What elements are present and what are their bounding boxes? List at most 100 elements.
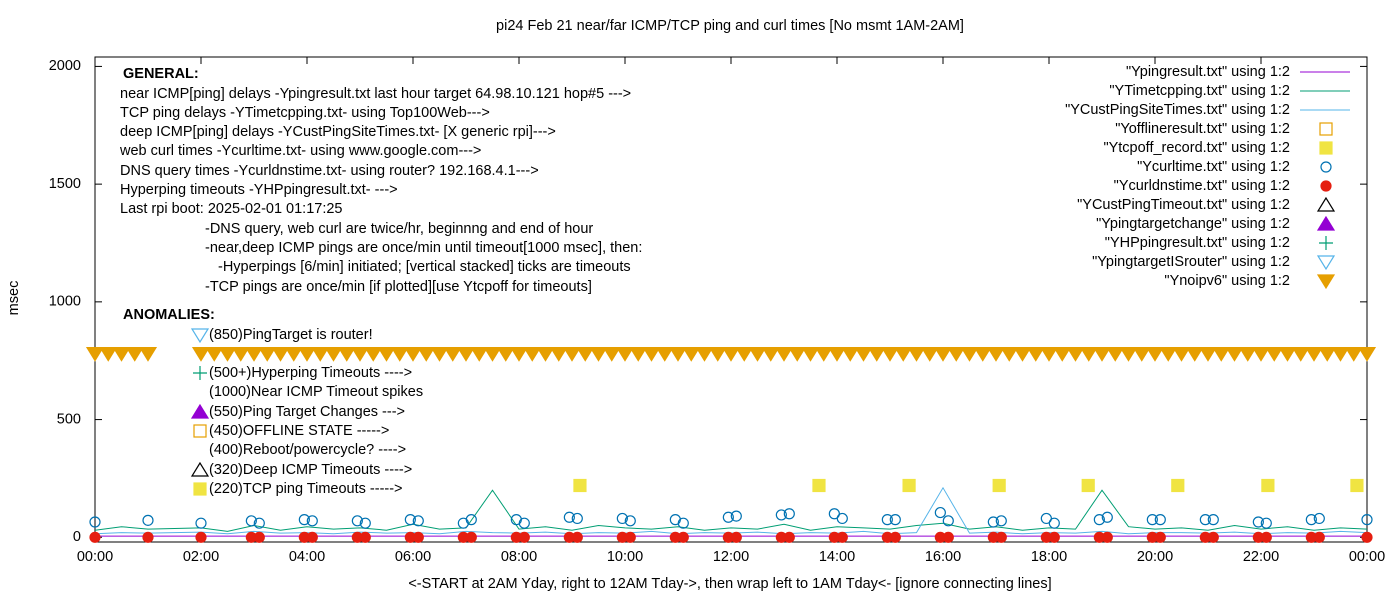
marker bbox=[311, 347, 330, 362]
marker bbox=[470, 347, 489, 362]
y-tick-label: 500 bbox=[57, 411, 81, 427]
annotation: (1000)Near ICMP Timeout spikes bbox=[209, 384, 423, 400]
marker bbox=[89, 516, 101, 528]
marker bbox=[324, 347, 343, 362]
marker bbox=[812, 478, 826, 493]
marker bbox=[297, 347, 317, 362]
marker bbox=[1313, 512, 1325, 525]
marker bbox=[947, 347, 966, 362]
marker bbox=[1260, 531, 1272, 543]
marker bbox=[867, 347, 886, 362]
marker bbox=[417, 347, 436, 362]
marker bbox=[142, 531, 154, 543]
marker bbox=[549, 347, 568, 362]
annotation: DNS query times -Ycurldnstime.txt- using… bbox=[120, 163, 539, 179]
marker bbox=[99, 347, 118, 362]
marker bbox=[576, 347, 595, 362]
series-line bbox=[94, 489, 1368, 532]
marker bbox=[1101, 511, 1113, 523]
annotation: Last rpi boot: 2025-02-01 01:17:25 bbox=[120, 201, 343, 217]
marker bbox=[193, 366, 207, 380]
marker bbox=[1225, 347, 1244, 362]
marker bbox=[986, 347, 1006, 362]
marker bbox=[253, 517, 265, 529]
annotation: (220)TCP ping Timeouts -----> bbox=[209, 481, 403, 497]
marker bbox=[284, 347, 303, 362]
marker bbox=[783, 531, 795, 543]
marker bbox=[1000, 347, 1019, 362]
marker bbox=[412, 531, 424, 543]
marker bbox=[854, 347, 873, 362]
marker bbox=[1316, 215, 1336, 231]
marker bbox=[730, 531, 742, 543]
x-tick-label: 18:00 bbox=[1031, 549, 1067, 565]
y-tick-label: 1000 bbox=[49, 294, 81, 310]
marker bbox=[1145, 347, 1165, 362]
marker bbox=[195, 531, 207, 543]
x-tick-label: 22:00 bbox=[1243, 549, 1279, 565]
marker bbox=[1319, 236, 1333, 250]
legend-label: "YCustPingTimeout.txt" using 1:2 bbox=[1077, 197, 1290, 213]
marker bbox=[1106, 347, 1125, 362]
marker bbox=[306, 515, 318, 527]
marker bbox=[1319, 141, 1333, 155]
legend-label: "Ynoipv6" using 1:2 bbox=[1164, 273, 1290, 289]
marker bbox=[1207, 531, 1219, 543]
legend-label: "YTimetcpping.txt" using 1:2 bbox=[1109, 83, 1290, 99]
marker bbox=[836, 512, 848, 525]
marker bbox=[1185, 347, 1204, 362]
marker bbox=[89, 531, 101, 543]
annotation: -TCP pings are once/min [if plotted][use… bbox=[205, 279, 592, 295]
marker bbox=[430, 347, 449, 362]
marker bbox=[142, 514, 154, 526]
marker bbox=[571, 512, 583, 525]
marker bbox=[721, 347, 741, 362]
marker bbox=[783, 508, 795, 520]
marker bbox=[85, 347, 105, 362]
chart-title: pi24 Feb 21 near/far ICMP/TCP ping and c… bbox=[496, 18, 964, 34]
annotation: deep ICMP[ping] delays -YCustPingSiteTim… bbox=[120, 124, 556, 140]
marker bbox=[1048, 531, 1060, 543]
marker bbox=[1316, 196, 1336, 212]
annotation: web curl times -Ycurltime.txt- using www… bbox=[119, 143, 481, 159]
marker bbox=[987, 516, 999, 528]
marker bbox=[205, 347, 224, 362]
marker bbox=[359, 517, 371, 529]
marker bbox=[995, 515, 1007, 527]
marker bbox=[881, 514, 893, 526]
marker bbox=[1154, 531, 1166, 543]
marker bbox=[1048, 517, 1060, 529]
legend-label: "Ytcpoff_record.txt" using 1:2 bbox=[1103, 140, 1290, 156]
marker bbox=[920, 347, 939, 362]
marker bbox=[231, 347, 250, 362]
marker bbox=[880, 347, 900, 362]
marker bbox=[518, 531, 530, 543]
legend-label: "Ycurltime.txt" using 1:2 bbox=[1137, 159, 1290, 175]
marker bbox=[298, 514, 310, 526]
x-tick-label: 00:00 bbox=[77, 549, 113, 565]
marker bbox=[1316, 255, 1336, 271]
marker bbox=[193, 424, 207, 438]
marker bbox=[1331, 347, 1350, 362]
marker bbox=[889, 531, 901, 543]
x-tick-label: 08:00 bbox=[501, 549, 537, 565]
marker bbox=[1261, 478, 1275, 493]
marker bbox=[629, 347, 648, 362]
marker bbox=[1252, 516, 1264, 528]
x-tick-label: 00:00 bbox=[1349, 549, 1385, 565]
marker bbox=[1251, 347, 1271, 362]
marker bbox=[682, 347, 701, 362]
marker bbox=[1305, 514, 1317, 526]
marker bbox=[1316, 274, 1336, 290]
marker bbox=[624, 531, 636, 543]
marker bbox=[589, 347, 608, 362]
marker bbox=[1079, 347, 1098, 362]
y-axis-label: msec bbox=[6, 281, 22, 316]
marker bbox=[193, 482, 207, 496]
marker bbox=[563, 511, 575, 523]
marker bbox=[708, 347, 727, 362]
plot-area bbox=[85, 347, 1377, 543]
marker bbox=[1198, 347, 1218, 362]
y-tick-label: 1500 bbox=[49, 176, 81, 192]
marker bbox=[496, 347, 515, 362]
